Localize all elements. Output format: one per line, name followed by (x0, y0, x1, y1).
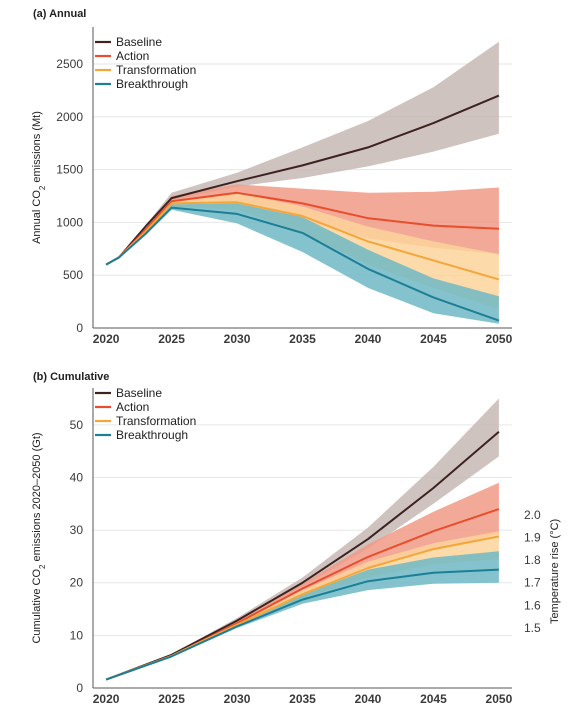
y-tick-label: 1000 (56, 215, 83, 229)
band-action (106, 184, 499, 265)
y-tick-label: 0 (76, 681, 83, 695)
y-tick-label: 0 (76, 321, 83, 335)
y-axis-label-main: Cumulative CO (31, 569, 43, 644)
y-axis-label-main: Annual CO (31, 190, 43, 244)
x-tick-label: 2020 (93, 332, 120, 346)
temperature-tick-label: 1.7 (524, 576, 541, 590)
y-axis-label-subscript: 2 (38, 564, 47, 569)
legend-label-action: Action (116, 49, 149, 63)
x-tick-label: 2045 (420, 692, 447, 706)
legend-label-transformation: Transformation (116, 414, 196, 428)
panel-b-title: (b) Cumulative (33, 371, 109, 383)
x-tick-label: 2040 (355, 692, 382, 706)
y-axis-label-rest: emissions (Mt) (31, 111, 43, 186)
x-tick-label: 2040 (355, 332, 382, 346)
y-axis-label-subscript: 2 (38, 185, 47, 190)
y-tick-label: 10 (70, 628, 84, 642)
x-tick-label: 2050 (486, 692, 513, 706)
legend-label-breakthrough: Breakthrough (116, 428, 188, 442)
panel-a-annual: 0 500 1000 1500 2000 2500 2020 2025 2030 2035 2040… (31, 27, 513, 346)
y-axis-label-rest: emissions 2020–2050 (Gt) (31, 432, 43, 564)
y-axis-label: Annual CO2 emissions (Mt) (31, 111, 47, 244)
x-tick-label: 2045 (420, 332, 447, 346)
panel-a-title: (a) Annual (33, 8, 86, 20)
legend-label-baseline: Baseline (116, 386, 162, 400)
y-axis-label: Cumulative CO2 emissions 2020–2050 (Gt) (31, 432, 47, 643)
band-breakthrough (106, 203, 499, 324)
y-tick-label: 50 (70, 418, 84, 432)
x-tick-label: 2035 (289, 692, 316, 706)
temperature-tick-label: 2.0 (524, 508, 541, 522)
y-tick-label: 2000 (56, 110, 83, 124)
x-tick-label: 2030 (224, 692, 251, 706)
y-tick-label: 40 (70, 470, 84, 484)
legend-label-breakthrough: Breakthrough (116, 77, 188, 91)
legend-label-baseline: Baseline (116, 35, 162, 49)
series-line-breakthrough (105, 206, 500, 322)
x-tick-label: 2030 (224, 332, 251, 346)
y-tick-label: 30 (70, 523, 84, 537)
temperature-tick-label: 1.6 (524, 598, 541, 612)
x-tick-label: 2025 (158, 692, 185, 706)
x-tick-label: 2050 (486, 332, 513, 346)
x-tick-label: 2020 (93, 692, 120, 706)
band-action (106, 482, 499, 680)
legend-label-action: Action (116, 400, 149, 414)
x-tick-label: 2035 (289, 332, 316, 346)
band-breakthrough (106, 551, 499, 680)
series-line-breakthrough (105, 568, 499, 681)
y-tick-label: 500 (63, 268, 83, 282)
legend-label-transformation: Transformation (116, 63, 196, 77)
y-tick-label: 1500 (56, 163, 83, 177)
temperature-axis-label: Temperature rise (°C) (549, 519, 561, 624)
y-tick-label: 20 (70, 576, 84, 590)
temperature-tick-label: 1.9 (524, 530, 541, 544)
band-baseline (106, 41, 499, 265)
y-tick-label: 2500 (56, 57, 83, 71)
x-tick-label: 2025 (158, 332, 185, 346)
temperature-tick-label: 1.5 (524, 621, 541, 635)
temperature-tick-label: 1.8 (524, 553, 541, 567)
